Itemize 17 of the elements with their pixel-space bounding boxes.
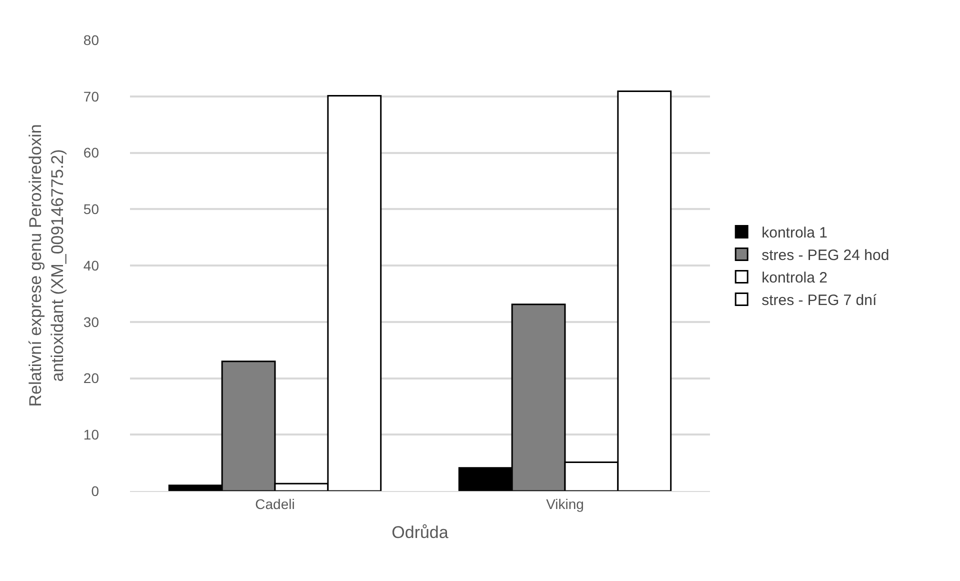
y-tick-label: 0	[91, 482, 100, 499]
y-tick-label: 40	[83, 257, 100, 274]
y-tick-label: 30	[83, 314, 100, 330]
legend-label: kontrola 2	[762, 270, 828, 287]
x-tick-label: Viking	[546, 496, 584, 512]
y-axis-title: Relativní exprese genu Peroxiredoxin antioxidant (XM_009146775.2)	[26, 124, 67, 407]
y-tick-label: 70	[83, 88, 100, 104]
y-tick-label: 80	[83, 32, 100, 48]
y-tick-label: 10	[83, 426, 100, 443]
y-tick-label: 20	[83, 370, 100, 386]
x-tick-label: Cadeli	[255, 496, 295, 512]
y-tick-label: 50	[83, 201, 100, 218]
legend-label: stres - PEG 7 dní	[762, 292, 878, 310]
legend-label: kontrola 1	[762, 224, 828, 242]
y-tick-label: 60	[83, 144, 100, 161]
x-axis-title: Odrůda	[392, 523, 449, 542]
legend-label: stres - PEG 24 hod	[762, 247, 890, 264]
